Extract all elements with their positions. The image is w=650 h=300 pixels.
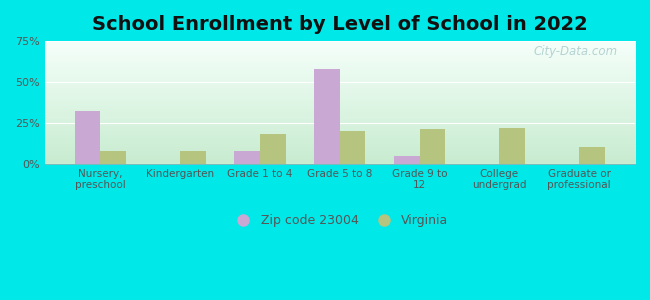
Bar bbox=[420, 130, 445, 164]
Title: School Enrollment by Level of School in 2022: School Enrollment by Level of School in … bbox=[92, 15, 588, 34]
Bar bbox=[499, 128, 525, 164]
Bar bbox=[315, 69, 340, 164]
Bar bbox=[260, 134, 285, 164]
Bar bbox=[180, 151, 206, 164]
Bar bbox=[101, 151, 126, 164]
Bar bbox=[340, 131, 365, 164]
Bar bbox=[235, 151, 260, 164]
Bar bbox=[579, 148, 604, 164]
Legend: Zip code 23004, Virginia: Zip code 23004, Virginia bbox=[226, 209, 454, 232]
Text: City-Data.com: City-Data.com bbox=[533, 45, 618, 58]
Bar bbox=[394, 156, 420, 164]
Bar bbox=[75, 112, 101, 164]
